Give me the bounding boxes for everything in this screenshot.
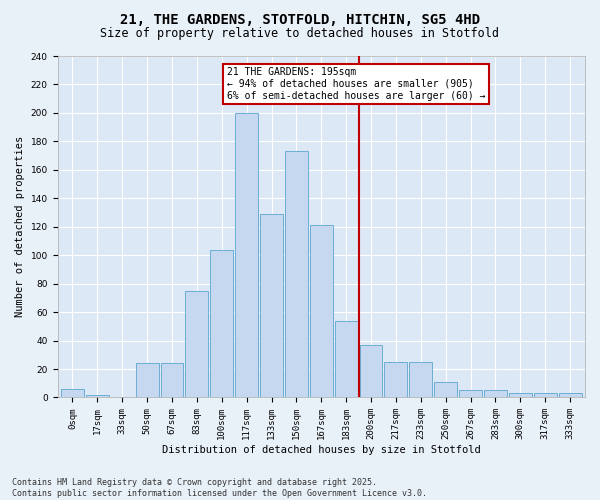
Bar (161, 364, 184, 398)
Bar (335, 320, 358, 398)
Bar (210, 250, 233, 398)
Text: Contains HM Land Registry data © Crown copyright and database right 2025.
Contai: Contains HM Land Registry data © Crown c… (12, 478, 427, 498)
Bar (61, 389, 84, 398)
Bar (484, 390, 507, 398)
Bar (559, 393, 581, 398)
Text: 21 THE GARDENS: 195sqm
← 94% of detached houses are smaller (905)
6% of semi-det: 21 THE GARDENS: 195sqm ← 94% of detached… (227, 68, 485, 100)
X-axis label: Distribution of detached houses by size in Stotfold: Distribution of detached houses by size … (162, 445, 481, 455)
Bar (86, 394, 109, 398)
Bar (285, 152, 308, 398)
Bar (260, 214, 283, 398)
Bar (310, 226, 333, 398)
Bar (385, 362, 407, 398)
Bar (185, 291, 208, 398)
Text: Size of property relative to detached houses in Stotfold: Size of property relative to detached ho… (101, 28, 499, 40)
Bar (534, 393, 557, 398)
Bar (509, 393, 532, 398)
Bar (235, 113, 258, 398)
Bar (434, 382, 457, 398)
Text: 21, THE GARDENS, STOTFOLD, HITCHIN, SG5 4HD: 21, THE GARDENS, STOTFOLD, HITCHIN, SG5 … (120, 12, 480, 26)
Bar (359, 345, 382, 398)
Y-axis label: Number of detached properties: Number of detached properties (15, 136, 25, 318)
Bar (409, 362, 432, 398)
Bar (136, 364, 158, 398)
Bar (459, 390, 482, 398)
